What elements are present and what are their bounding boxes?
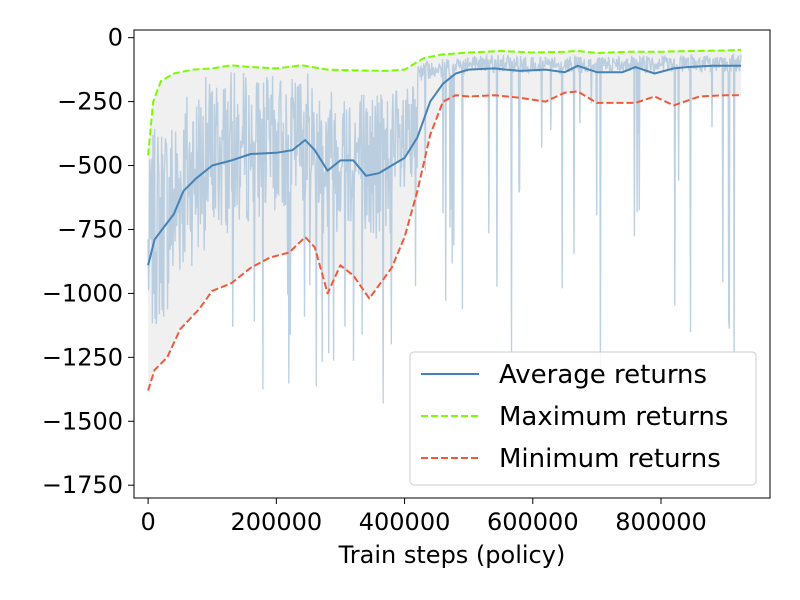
y-axis: 0 −250 −500 −750 −1000 −1250 −1500 −1750 [42, 24, 134, 499]
y-tick-label: 0 [108, 24, 123, 52]
y-tick-label: −1000 [42, 279, 123, 307]
legend-minimum-returns-label: Minimum returns [499, 444, 721, 474]
y-tick-label: −500 [57, 152, 123, 180]
plot-frame [133, 29, 771, 499]
y-tick-label: −750 [57, 215, 123, 243]
x-axis-title: Train steps (policy) [338, 541, 566, 569]
y-tick-label: −1250 [42, 343, 123, 371]
y-tick-label: −1750 [42, 471, 123, 499]
maximum-returns-line [147, 48, 742, 156]
legend-box [409, 351, 757, 486]
raw-returns-trace [147, 53, 742, 404]
legend-maximum-returns-label: Maximum returns [499, 402, 728, 432]
legend: Average returns Maximum returns Minimum re… [409, 351, 757, 486]
y-tick-label: −250 [57, 88, 123, 116]
legend-average-returns-label: Average returns [499, 360, 707, 390]
x-tick-label: 600000 [487, 508, 579, 536]
x-tick-label: 800000 [615, 508, 707, 536]
series-lines [147, 48, 742, 391]
y-tick-label: −1500 [42, 407, 123, 435]
x-tick-label: 0 [140, 508, 155, 536]
raw-returns-line [147, 53, 742, 404]
x-tick-label: 200000 [231, 508, 323, 536]
average-returns-line [147, 64, 742, 266]
x-axis: 0 200000 400000 600000 800000 [140, 498, 707, 536]
minimum-returns-line [147, 90, 742, 391]
x-tick-label: 400000 [359, 508, 451, 536]
